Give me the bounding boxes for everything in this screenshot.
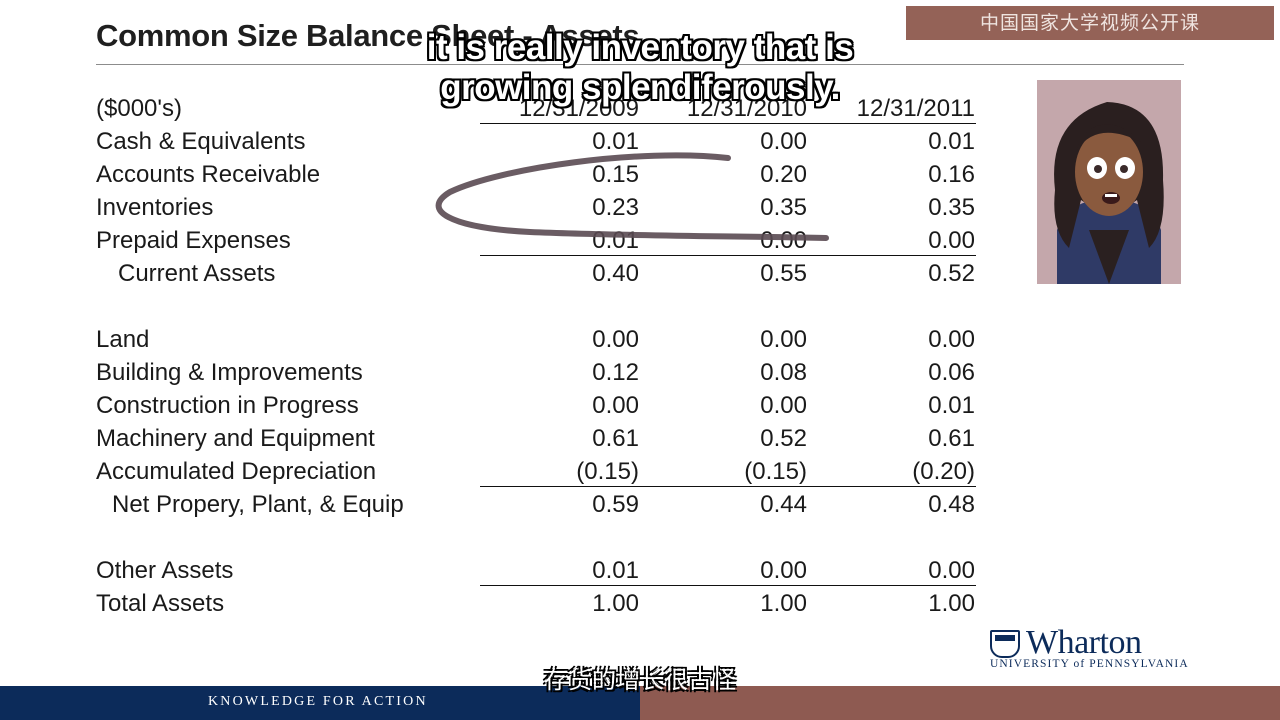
units-label: ($000's) xyxy=(96,95,182,122)
row-label: Other Assets xyxy=(96,557,234,584)
watermark-banner: 中国国家大学视频公开课 xyxy=(906,6,1274,40)
row-label: Building & Improvements xyxy=(96,359,363,386)
row-value: 0.00 xyxy=(760,392,807,419)
row-value: 0.00 xyxy=(592,326,639,353)
total-underline xyxy=(480,585,976,586)
row-value: 0.00 xyxy=(928,227,975,254)
row-value: 0.40 xyxy=(592,260,639,287)
row-label: Total Assets xyxy=(96,590,225,617)
row-value: 0.35 xyxy=(928,194,975,221)
row-value: 0.52 xyxy=(928,260,975,287)
row-value: 0.01 xyxy=(928,392,975,419)
row-label: Cash & Equivalents xyxy=(96,128,306,155)
subtotal-underline xyxy=(480,255,976,256)
row-value: 0.00 xyxy=(928,326,975,353)
row-value: 0.00 xyxy=(592,392,639,419)
row-value: 0.48 xyxy=(928,491,975,518)
row-label: Prepaid Expenses xyxy=(96,227,291,254)
row-label: Current Assets xyxy=(118,260,276,287)
row-value: 0.61 xyxy=(592,425,639,452)
row-label: Accounts Receivable xyxy=(96,161,321,188)
chinese-subtitle: 存货的增长很古怪 xyxy=(544,666,736,694)
subtotal-underline xyxy=(480,486,976,487)
presenter-avatar xyxy=(1037,80,1181,284)
row-value: 0.00 xyxy=(760,227,807,254)
row-label: Machinery and Equipment xyxy=(96,425,375,452)
year-header-2010: 12/31/2010 xyxy=(686,95,807,122)
row-label: Inventories xyxy=(96,194,214,221)
row-value: 0.23 xyxy=(592,194,639,221)
slide-title: Common Size Balance Sheet - Assets xyxy=(96,18,640,53)
logo-wordmark: Wharton xyxy=(1026,624,1142,661)
row-value: 0.44 xyxy=(760,491,807,518)
shield-icon xyxy=(990,630,1020,658)
row-value: 0.35 xyxy=(760,194,807,221)
wharton-logo: Wharton UNIVERSITY of PENNSYLVANIA xyxy=(990,624,1190,672)
row-value: 0.01 xyxy=(928,128,975,155)
logo-subtitle: UNIVERSITY of PENNSYLVANIA xyxy=(990,658,1189,670)
row-value: 0.08 xyxy=(760,359,807,386)
row-value: 0.12 xyxy=(592,359,639,386)
row-value: 0.52 xyxy=(760,425,807,452)
english-subtitle: it is really inventory that is growing s… xyxy=(426,28,854,107)
row-value: (0.15) xyxy=(744,458,807,485)
row-value: 1.00 xyxy=(928,590,975,617)
row-label: Land xyxy=(96,326,150,353)
row-value: 0.01 xyxy=(592,227,639,254)
row-value: 0.59 xyxy=(592,491,639,518)
row-value: 0.06 xyxy=(928,359,975,386)
row-value: 0.00 xyxy=(760,128,807,155)
row-value: 0.01 xyxy=(592,557,639,584)
row-label: Net Propery, Plant, & Equip xyxy=(112,491,404,518)
row-label: Construction in Progress xyxy=(96,392,359,419)
row-value: 0.20 xyxy=(760,161,807,188)
footer-bar-navy xyxy=(0,686,640,720)
row-value: 0.00 xyxy=(928,557,975,584)
year-header-2009: 12/31/2009 xyxy=(518,95,639,122)
row-value: 0.00 xyxy=(760,557,807,584)
row-value: 0.15 xyxy=(592,161,639,188)
row-value: 1.00 xyxy=(760,590,807,617)
year-header-2011: 12/31/2011 xyxy=(856,95,975,122)
footer-bar-maroon xyxy=(640,686,1280,720)
row-value: 1.00 xyxy=(592,590,639,617)
row-value: 0.01 xyxy=(592,128,639,155)
footer-tagline: KNOWLEDGE FOR ACTION xyxy=(208,694,428,709)
row-value: 0.61 xyxy=(928,425,975,452)
row-label: Accumulated Depreciation xyxy=(96,458,377,485)
row-value: 0.00 xyxy=(760,326,807,353)
title-divider xyxy=(96,64,1184,65)
row-value: (0.20) xyxy=(912,458,975,485)
row-value: 0.16 xyxy=(928,161,975,188)
header-underline xyxy=(480,123,976,124)
row-value: (0.15) xyxy=(576,458,639,485)
row-value: 0.55 xyxy=(760,260,807,287)
